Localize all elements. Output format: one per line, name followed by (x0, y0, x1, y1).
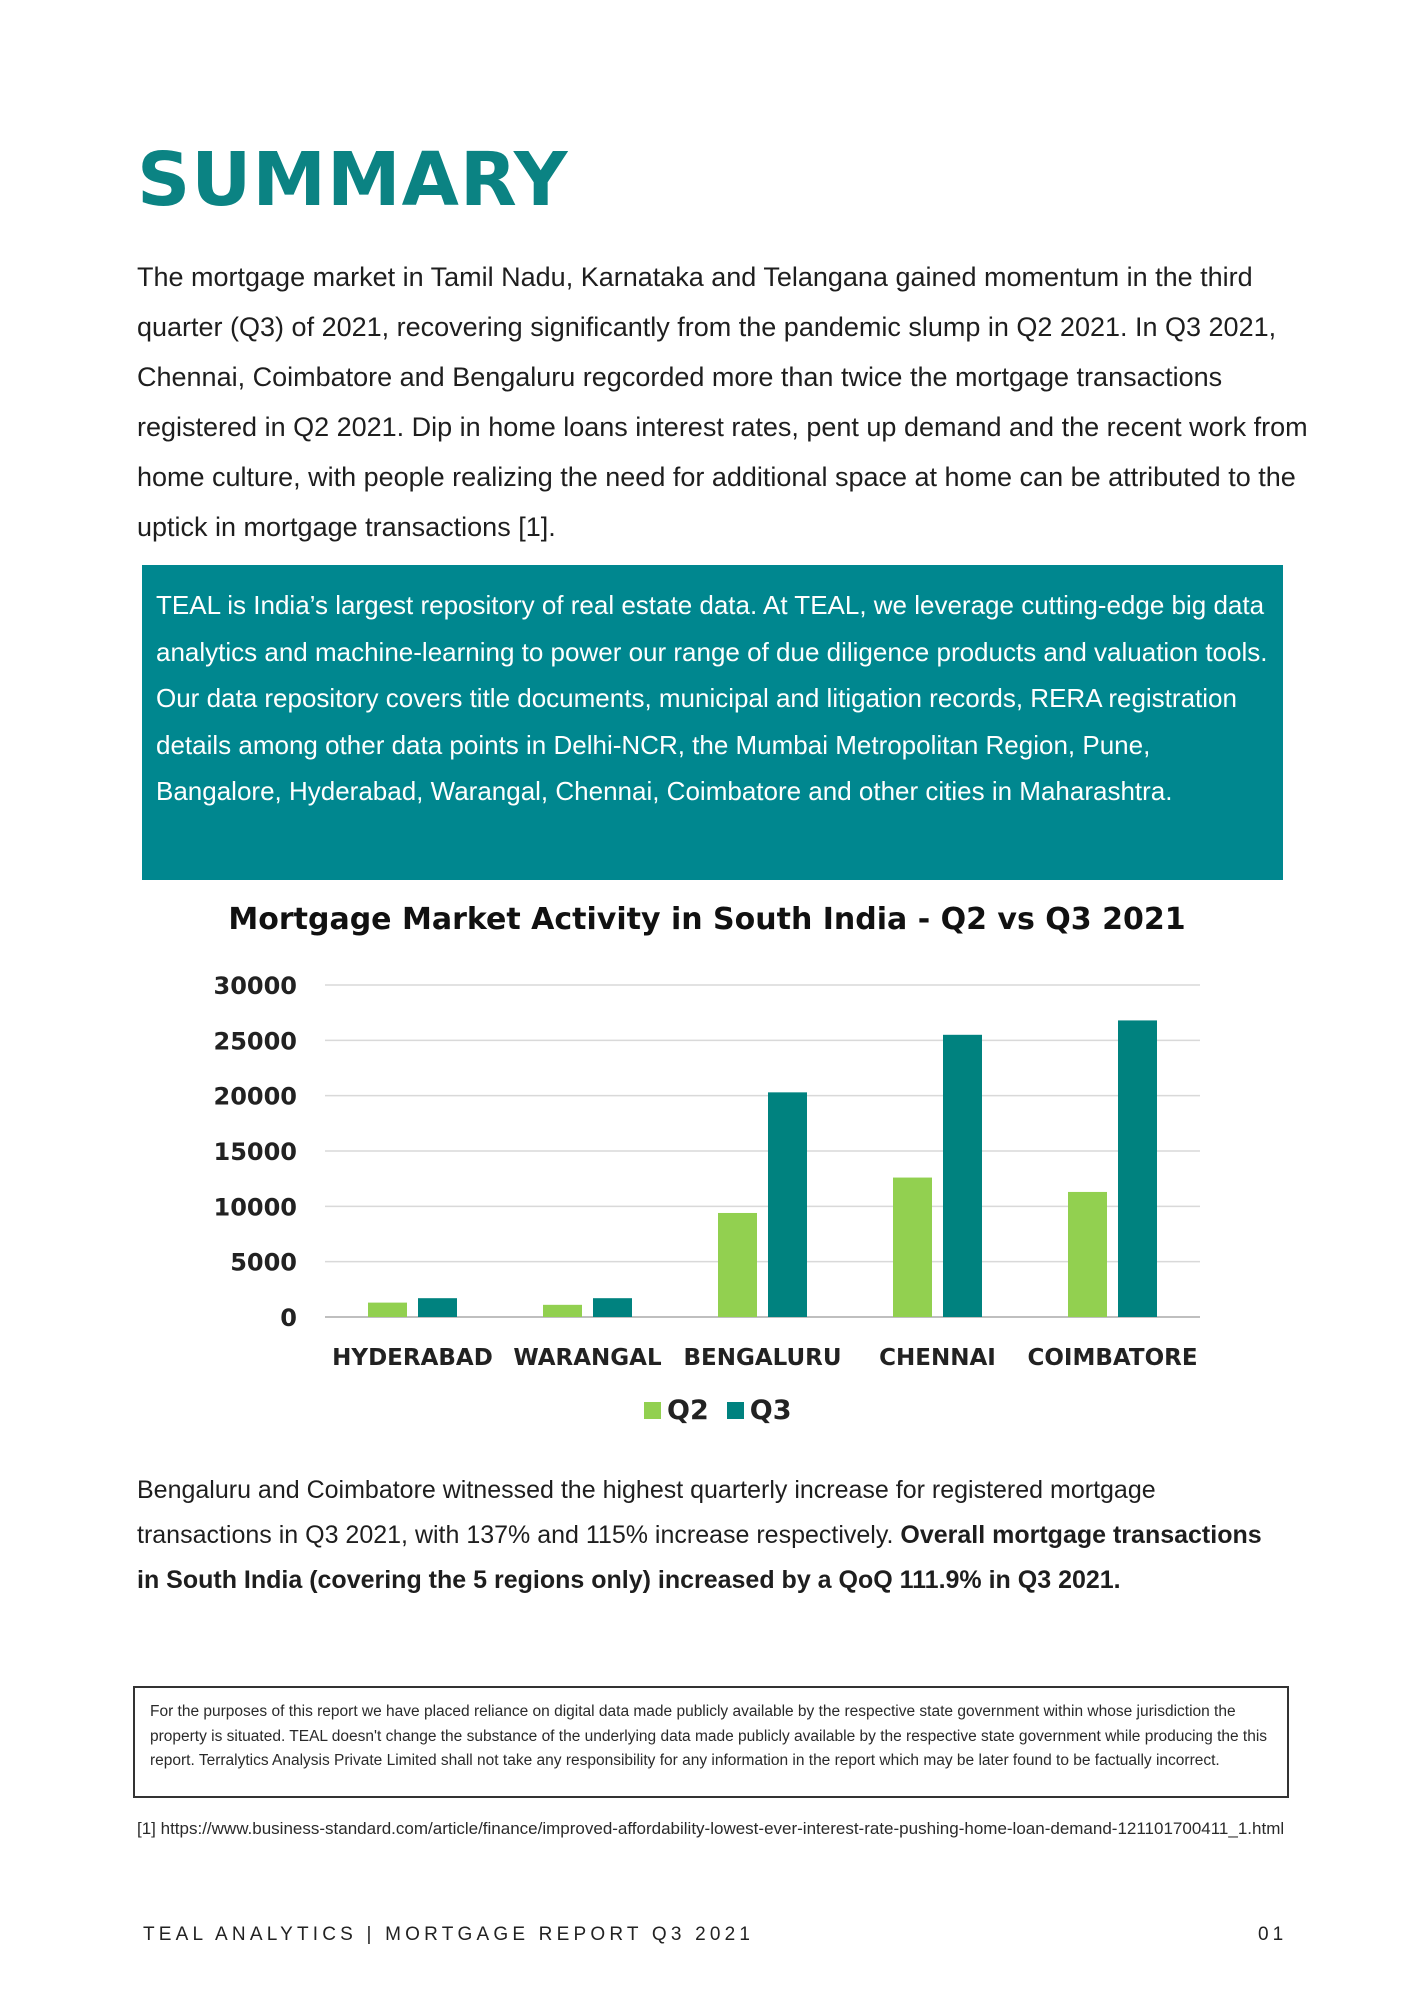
bar-chart: 0 5000 10000 15000 20000 25000 30000 HYDERABAD W… (214, 972, 1200, 1371)
page-title: SUMMARY (137, 137, 569, 223)
findings-paragraph: Bengaluru and Coimbatore witnessed the h… (137, 1468, 1277, 1603)
footer-page-number: 01 (1258, 1924, 1288, 1945)
bar-q2-chennai (893, 1177, 932, 1317)
intro-paragraph: The mortgage market in Tamil Nadu, Karna… (137, 262, 1308, 542)
bar-q2-warangal (543, 1304, 582, 1317)
findings-highlight: Overall mortgage transactions in South I… (137, 1521, 1262, 1594)
y-tick-label: 5000 (230, 1249, 297, 1277)
bar-q3-warangal (593, 1298, 632, 1317)
disclaimer-box: For the purposes of this report we have … (133, 1686, 1289, 1798)
disclaimer-text: For the purposes of this report we have … (150, 1703, 1268, 1769)
bar-q3-coimbatore (1118, 1020, 1157, 1317)
y-tick-label: 30000 (214, 972, 298, 1000)
bar-q3-hyderabad (418, 1298, 457, 1317)
info-box-text: TEAL is India’s largest repository of re… (156, 590, 1268, 806)
bar-q2-hyderabad (368, 1302, 407, 1317)
x-category-label: HYDERABAD (332, 1345, 493, 1371)
legend-label-q2: Q2 (667, 1395, 709, 1426)
x-category-label: WARANGAL (513, 1345, 662, 1371)
y-tick-label: 20000 (214, 1083, 298, 1111)
x-category-label: COIMBATORE (1027, 1345, 1197, 1371)
footnote-reference: [1] https://www.business-standard.com/ar… (137, 1819, 1285, 1838)
y-tick-label: 0 (280, 1304, 297, 1332)
legend-swatch-q3 (726, 1402, 744, 1419)
bar-q3-chennai (943, 1034, 982, 1317)
footer-report-title: TEAL ANALYTICS | MORTGAGE REPORT Q3 2021 (143, 1924, 755, 1945)
y-tick-label: 25000 (214, 1027, 298, 1055)
legend-label-q3: Q3 (749, 1395, 792, 1426)
findings-text: Bengaluru and Coimbatore witnessed the h… (137, 1476, 1156, 1549)
teal-info-box: TEAL is India’s largest repository of re… (142, 565, 1283, 880)
legend-swatch-q2 (644, 1402, 661, 1419)
legend-item-q2: Q2 (644, 1395, 709, 1426)
y-tick-label: 15000 (214, 1138, 298, 1166)
bar-q2-bengaluru (718, 1212, 757, 1317)
y-tick-label: 10000 (214, 1193, 298, 1221)
chart-title: Mortgage Market Activity in South India … (228, 902, 1186, 937)
bar-q3-bengaluru (768, 1092, 807, 1317)
bar-q2-coimbatore (1068, 1191, 1107, 1317)
x-category-label: CHENNAI (879, 1345, 996, 1371)
legend-item-q3: Q3 (726, 1395, 792, 1426)
x-category-label: BENGALURU (683, 1345, 841, 1371)
chart-legend: Q2 Q3 (644, 1395, 792, 1426)
